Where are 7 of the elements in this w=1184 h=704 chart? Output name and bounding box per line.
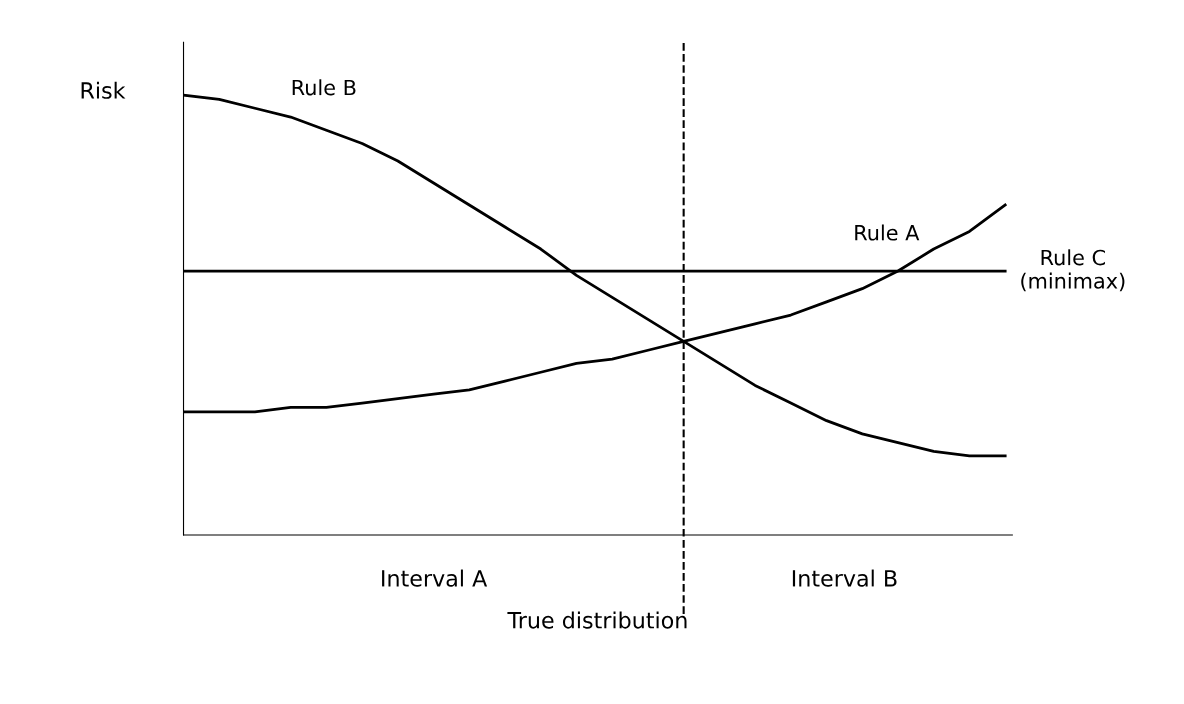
series-label: Rule B [292,79,356,96]
y-axis-title: Risk [81,81,126,99]
x-axis-title: True distribution [507,611,687,629]
text: Interval A [382,569,488,587]
series-label: Rule A [855,224,920,241]
series-label: Rule C (minimax) [1021,249,1125,292]
text: Interval B [792,569,897,587]
